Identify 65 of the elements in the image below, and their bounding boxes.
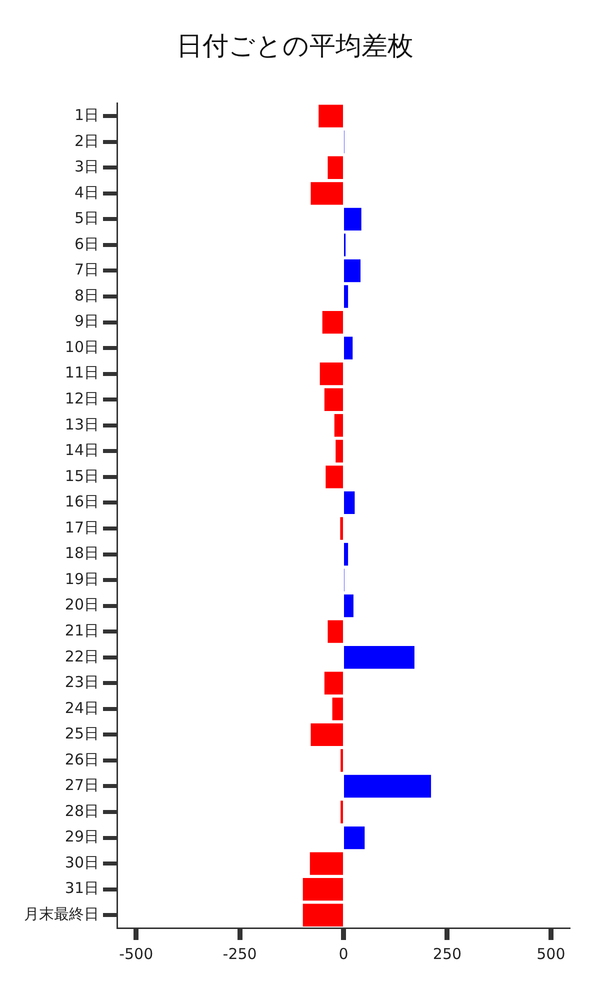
y-tick-label: 28日 bbox=[64, 802, 99, 820]
bar bbox=[344, 542, 348, 566]
bar bbox=[326, 466, 343, 488]
bar bbox=[340, 517, 343, 540]
bar bbox=[328, 156, 343, 179]
x-tick-label: -500 bbox=[119, 944, 154, 963]
y-tick-label: 22日 bbox=[64, 647, 99, 666]
y-tick-label: 7日 bbox=[74, 260, 99, 279]
bar bbox=[344, 774, 432, 798]
y-tick-label: 27日 bbox=[64, 776, 99, 794]
y-tick-label: 5日 bbox=[74, 209, 99, 228]
y-tick-label: 8日 bbox=[74, 286, 99, 304]
y-tick-label: 14日 bbox=[64, 441, 99, 460]
y-tick-label: 19日 bbox=[64, 570, 99, 588]
y-tick-label: 20日 bbox=[64, 596, 99, 614]
y-tick-label: 3日 bbox=[74, 158, 99, 176]
y-tick-label: 月末最終日 bbox=[24, 905, 99, 924]
y-tick-label: 6日 bbox=[74, 234, 99, 253]
y-tick-label: 30日 bbox=[64, 853, 99, 872]
bar bbox=[344, 826, 365, 850]
y-tick-label: 26日 bbox=[64, 750, 99, 768]
y-tick-label: 31日 bbox=[64, 879, 99, 898]
bar bbox=[310, 723, 343, 746]
y-tick-label: 11日 bbox=[64, 364, 99, 382]
y-tick-label: 12日 bbox=[64, 390, 99, 408]
bar bbox=[310, 182, 343, 205]
y-tick-label: 2日 bbox=[74, 132, 99, 150]
y-tick-label: 21日 bbox=[64, 621, 99, 640]
bar bbox=[322, 310, 343, 334]
y-tick-label: 9日 bbox=[74, 312, 99, 330]
bar bbox=[328, 620, 343, 643]
x-tick-label: -250 bbox=[222, 944, 257, 963]
x-tick-label: 0 bbox=[338, 944, 348, 963]
y-tick-label: 29日 bbox=[64, 828, 99, 846]
bar bbox=[318, 104, 343, 128]
y-tick-label: 4日 bbox=[74, 183, 99, 202]
bar bbox=[334, 414, 343, 437]
x-tick-label: 500 bbox=[536, 944, 566, 963]
bar bbox=[344, 594, 354, 618]
y-tick-label: 1日 bbox=[74, 106, 99, 124]
bar bbox=[324, 388, 343, 411]
y-tick-label: 23日 bbox=[64, 673, 99, 692]
bar bbox=[320, 362, 343, 386]
bar bbox=[344, 491, 355, 514]
y-tick-label: 18日 bbox=[64, 544, 99, 562]
y-tick-label: 17日 bbox=[64, 518, 99, 536]
bar bbox=[344, 208, 362, 231]
bar bbox=[332, 698, 343, 720]
y-tick-label: 15日 bbox=[64, 466, 99, 485]
y-tick-label: 25日 bbox=[64, 724, 99, 743]
bar bbox=[302, 878, 343, 901]
bar bbox=[310, 852, 343, 875]
bar bbox=[344, 646, 414, 669]
y-tick-label: 16日 bbox=[64, 492, 99, 511]
y-tick-label: 24日 bbox=[64, 698, 99, 717]
bar bbox=[344, 259, 361, 282]
bar bbox=[344, 285, 348, 308]
bar bbox=[336, 440, 343, 463]
chart-title: 日付ごとの平均差枚 bbox=[176, 31, 414, 62]
x-tick-label: 250 bbox=[432, 944, 462, 963]
bar bbox=[344, 336, 353, 360]
y-tick-label: 13日 bbox=[64, 415, 99, 434]
bar bbox=[302, 904, 343, 926]
y-tick-label: 10日 bbox=[64, 338, 99, 356]
bar bbox=[324, 672, 343, 694]
